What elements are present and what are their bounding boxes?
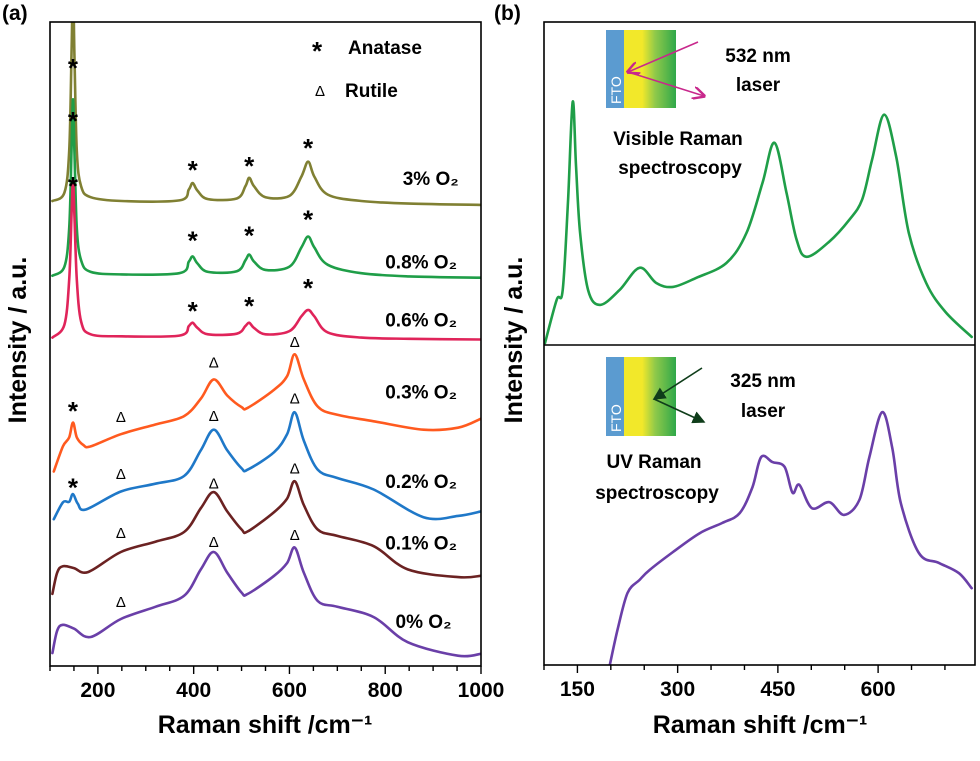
rutile-marker: Δ	[290, 461, 300, 478]
rutile-marker: Δ	[116, 594, 126, 611]
rutile-marker: Δ	[290, 527, 300, 544]
x-tick-label: 600	[272, 679, 307, 702]
anatase-marker: *	[188, 155, 199, 185]
spectrum-curve-0.1pct-o2	[51, 479, 481, 596]
rutile-marker: Δ	[290, 390, 300, 407]
legend-rutile-label: Rutile	[345, 81, 398, 102]
x-tick-label: 450	[760, 678, 795, 701]
visible-raman-spectrum-curve	[544, 100, 973, 345]
series-label: 0.2% O₂	[385, 472, 457, 493]
anatase-marker: *	[303, 273, 314, 303]
uv-laser-inset: FTO 325 nm laser UV Raman spectroscopy	[595, 357, 796, 504]
panel-b: (b) 150 300 450 600 FTO 532 nm laser Visibl…	[494, 2, 976, 739]
panel-b-label: (b)	[494, 2, 521, 25]
spectrum-curve-0.8pct-o2	[51, 98, 481, 279]
panel-a-x-axis-title: Raman shift /cm⁻¹	[158, 711, 373, 739]
series-label: 0.3% O₂	[385, 383, 457, 404]
panel-a-annotations: * * * * * * * * * * * * * Δ Δ Δ * Δ Δ Δ Δ Δ Δ Δ Δ Δ	[68, 53, 314, 611]
legend-anatase-marker: *	[312, 36, 323, 66]
rutile-marker: Δ	[116, 466, 126, 483]
anatase-marker: *	[303, 133, 314, 163]
x-tick-label: 400	[176, 679, 211, 702]
anatase-marker: *	[68, 171, 79, 201]
x-tick-label: 300	[660, 678, 695, 701]
panel-b-y-axis-title: Intensity / a.u.	[500, 257, 528, 424]
scattered-laser-arrow-bottom	[653, 398, 706, 424]
anatase-marker: *	[68, 396, 79, 426]
panel-a-curves	[51, 22, 481, 658]
x-tick-label: 800	[368, 679, 403, 702]
scattered-laser-arrow-top	[627, 71, 704, 96]
caption-line2-top: spectroscopy	[618, 158, 742, 179]
anatase-marker: *	[68, 472, 79, 502]
uv-raman-spectrum-curve	[608, 410, 973, 665]
fto-label-top: FTO	[608, 76, 624, 104]
x-tick-label: 1000	[458, 679, 505, 702]
incident-laser-arrow-top	[628, 41, 699, 72]
spectrum-curve-0.6pct-o2	[51, 178, 481, 341]
x-tick-label: 150	[560, 678, 595, 701]
x-tick-label: 600	[861, 678, 896, 701]
caption-line1-top: Visible Raman	[613, 129, 743, 150]
panel-b-bottom-curve-group	[608, 410, 973, 665]
fto-layer-bottom	[606, 357, 624, 436]
panel-b-x-axis-title: Raman shift /cm⁻¹	[653, 711, 868, 739]
spectrum-curve-0.3pct-o2	[52, 352, 481, 473]
tio2-film-top	[624, 30, 676, 108]
caption-line2-bottom: spectroscopy	[595, 483, 719, 504]
rutile-marker: Δ	[209, 354, 219, 371]
spectrum-curve-0.2pct-o2	[52, 410, 481, 521]
rutile-marker: Δ	[209, 475, 219, 492]
panel-a-label: (a)	[2, 2, 28, 25]
legend-rutile-marker: Δ	[315, 83, 325, 100]
visible-laser-inset: FTO 532 nm laser Visible Raman spectrosc…	[606, 30, 791, 179]
rutile-marker: Δ	[290, 334, 300, 351]
panel-a-legend: * Anatase Δ Rutile	[312, 36, 422, 102]
anatase-marker: *	[244, 151, 255, 181]
laser-word-top: laser	[736, 75, 781, 96]
panel-b-frame	[543, 21, 976, 666]
series-label: 0.6% O₂	[385, 311, 457, 332]
caption-line1-bottom: UV Raman	[606, 452, 701, 473]
fto-layer-top	[606, 30, 624, 108]
anatase-marker: *	[188, 226, 199, 256]
anatase-marker: *	[68, 106, 79, 136]
panel-b-x-ticks: 150 300 450 600	[543, 665, 946, 701]
panel-a-series-labels: 3% O₂ 0.8% O₂ 0.6% O₂ 0.3% O₂ 0.2% O₂ 0.1% O₂…	[385, 169, 458, 633]
series-label: 0% O₂	[396, 612, 452, 633]
panel-a: (a) 200 400 600 800 1000 * * * * * * * * * * * * * Δ Δ Δ * Δ Δ…	[2, 2, 505, 739]
series-label: 0.1% O₂	[385, 533, 457, 554]
series-label: 3% O₂	[403, 169, 459, 190]
legend-anatase-label: Anatase	[348, 38, 422, 59]
x-tick-label: 200	[80, 679, 115, 702]
spectrum-curve-0pct-o2	[51, 546, 481, 658]
anatase-marker: *	[244, 291, 255, 321]
anatase-marker: *	[188, 296, 199, 326]
anatase-marker: *	[244, 221, 255, 251]
fto-label-bottom: FTO	[608, 404, 624, 432]
incident-laser-arrow-bottom	[652, 367, 703, 400]
rutile-marker: Δ	[116, 409, 126, 426]
anatase-marker: *	[68, 53, 79, 83]
anatase-marker: *	[303, 204, 314, 234]
panel-b-top-curve-group	[544, 100, 973, 345]
panel-a-x-ticks: 200 400 600 800 1000	[49, 666, 505, 702]
panel-a-y-axis-title: Intensity / a.u.	[4, 257, 32, 424]
tio2-film-bottom	[624, 357, 676, 436]
rutile-marker: Δ	[209, 408, 219, 425]
panel-a-frame	[49, 21, 482, 667]
spectrum-curve-3pct-o2	[51, 22, 481, 207]
laser-word-bottom: laser	[741, 401, 786, 422]
laser-wavelength-bottom: 325 nm	[730, 371, 795, 392]
rutile-marker: Δ	[209, 534, 219, 551]
rutile-marker: Δ	[116, 525, 126, 542]
series-label: 0.8% O₂	[385, 253, 457, 274]
laser-wavelength-top: 532 nm	[725, 46, 790, 67]
